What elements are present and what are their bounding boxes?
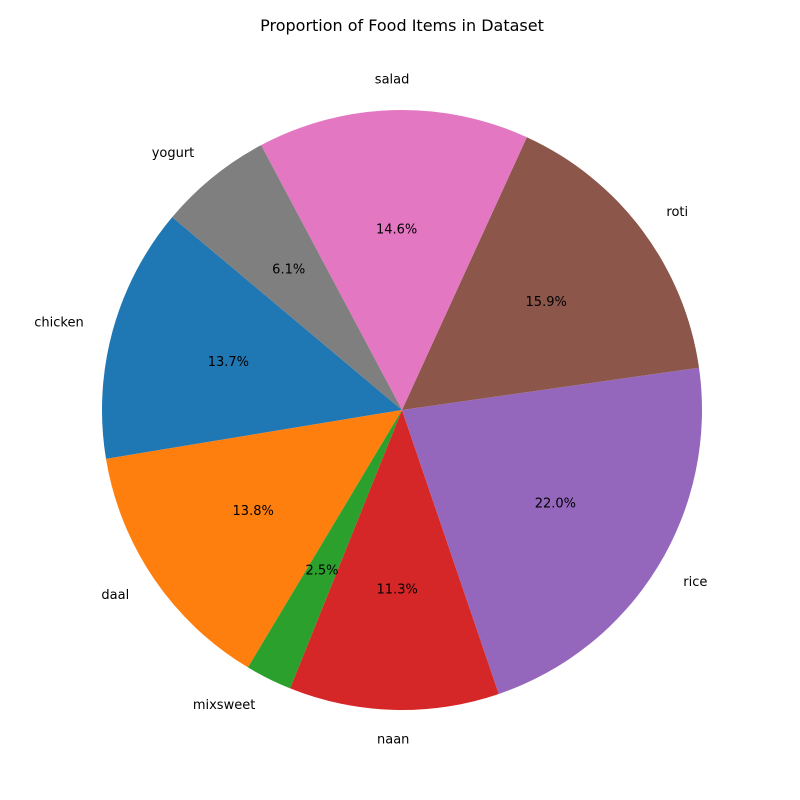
pie-slice-rice bbox=[402, 367, 702, 694]
slice-percent-roti: 15.9% bbox=[526, 295, 567, 310]
pie-slice-mixsweet bbox=[247, 410, 402, 689]
slice-percent-chicken: 13.7% bbox=[208, 355, 249, 370]
pie-slice-salad bbox=[261, 110, 527, 411]
pie-slices bbox=[101, 110, 702, 711]
pie-slice-chicken bbox=[101, 217, 403, 459]
slice-label-mixsweet: mixsweet bbox=[193, 698, 255, 713]
slice-percent-yogurt: 6.1% bbox=[272, 263, 305, 278]
slice-label-rice: rice bbox=[683, 575, 707, 590]
slice-percent-mixsweet: 2.5% bbox=[305, 564, 338, 579]
chart-title: Proportion of Food Items in Dataset bbox=[260, 16, 544, 35]
pie-slice-naan bbox=[290, 410, 499, 711]
slice-percent-rice: 22.0% bbox=[535, 497, 576, 512]
slice-label-roti: roti bbox=[666, 205, 688, 220]
slice-label-naan: naan bbox=[377, 732, 409, 747]
slice-label-daal: daal bbox=[101, 588, 129, 603]
slice-label-yogurt: yogurt bbox=[152, 146, 195, 161]
pie-labels: chicken 13.7% daal 13.8% mixsweet 2.5% naan 11.… bbox=[34, 73, 707, 748]
pie-slice-daal bbox=[106, 410, 402, 668]
slice-label-salad: salad bbox=[375, 73, 410, 88]
slice-percent-salad: 14.6% bbox=[376, 223, 417, 238]
pie-slice-roti bbox=[402, 137, 699, 410]
slice-label-chicken: chicken bbox=[34, 315, 83, 330]
slice-percent-daal: 13.8% bbox=[233, 504, 274, 519]
pie-slice-yogurt bbox=[172, 145, 402, 410]
slice-percent-naan: 11.3% bbox=[377, 582, 418, 597]
